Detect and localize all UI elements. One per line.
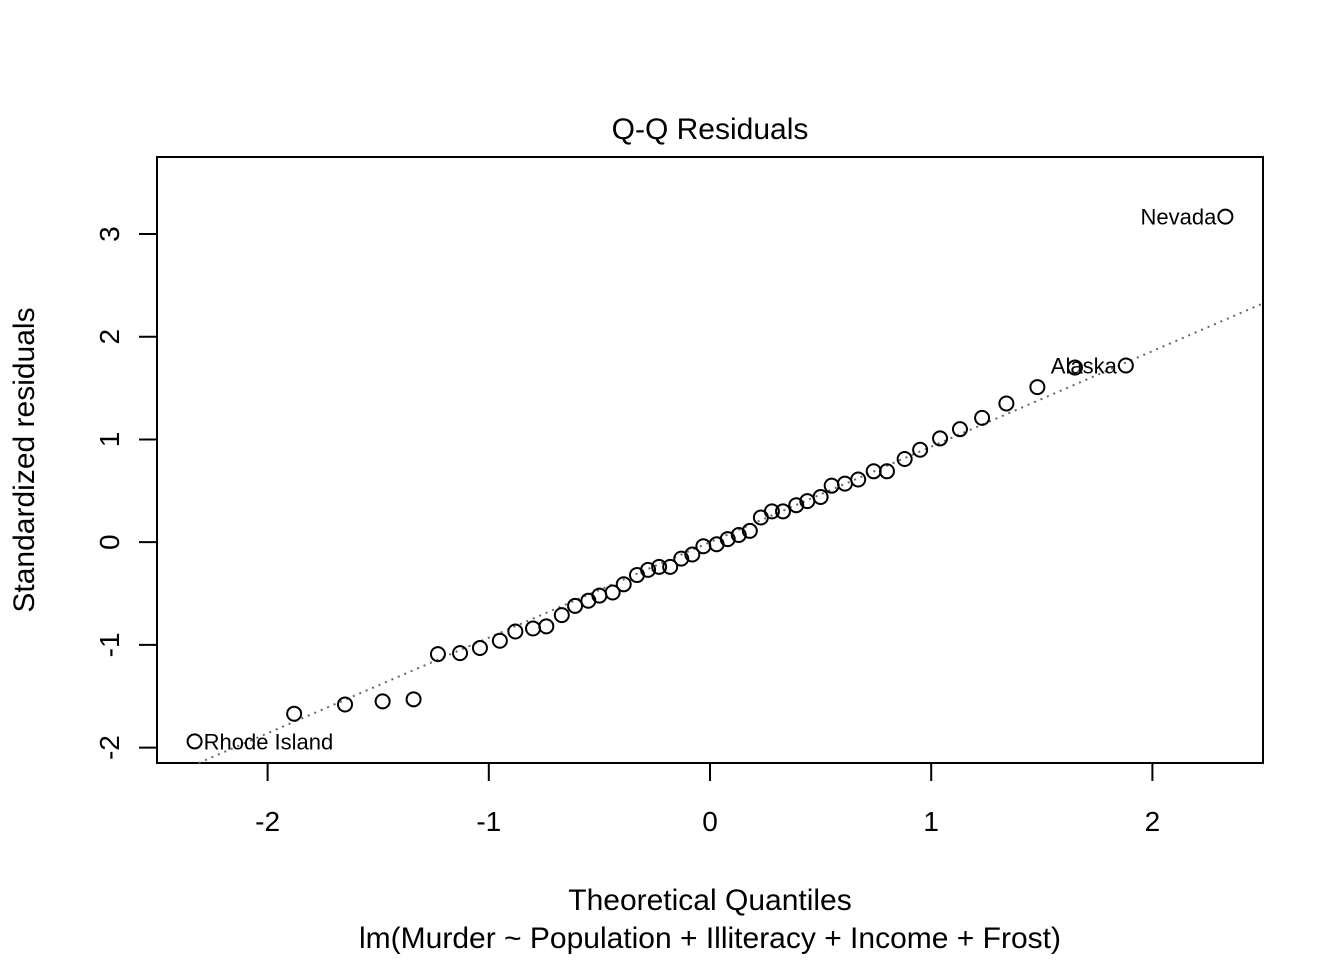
data-point: [774, 503, 791, 520]
data-point: [684, 546, 701, 563]
data-point: [878, 463, 895, 480]
data-point: [374, 693, 391, 710]
data-point: [1029, 379, 1046, 396]
y-tick-label: 3: [94, 226, 125, 242]
data-point: [695, 538, 712, 555]
data-point: [471, 639, 488, 656]
point-label: Rhode Island: [204, 729, 334, 754]
data-point: [553, 607, 570, 624]
y-tick-label: -1: [94, 632, 125, 657]
annotations-layer: Nevada Alaska Rhode Island: [204, 205, 1218, 755]
x-axis-sublabel: lm(Murder ~ Population + Illiteracy + In…: [359, 922, 1061, 955]
data-point: [491, 632, 508, 649]
data-point: [974, 409, 991, 426]
y-axis-label: Standardized residuals: [8, 307, 41, 612]
data-point: [640, 561, 657, 578]
data-point: [1066, 359, 1083, 376]
data-point: [788, 497, 805, 514]
point-label: Alaska: [1051, 354, 1118, 379]
y-axis: -2 -1 0 1 2 3: [94, 226, 158, 760]
data-point: [932, 430, 949, 447]
data-point: [429, 646, 446, 663]
data-point: [405, 691, 422, 708]
plot-frame: [156, 156, 1264, 764]
data-point: [998, 395, 1015, 412]
y-tick-label: 0: [94, 534, 125, 550]
data-point: [673, 550, 690, 567]
x-tick-label: 2: [1145, 806, 1161, 837]
point-label: Nevada: [1141, 205, 1218, 230]
data-point: [719, 531, 736, 548]
data-point: [525, 620, 542, 637]
data-point: [812, 488, 829, 505]
plot-area: Nevada Alaska Rhode Island: [156, 156, 1264, 764]
data-point: [615, 576, 632, 593]
reference-line: [198, 302, 1264, 764]
data-point: [538, 618, 555, 635]
data-point: [896, 450, 913, 467]
data-point: [286, 705, 303, 722]
points-layer: [186, 208, 1234, 750]
x-tick-label: 0: [702, 806, 718, 837]
data-point: [741, 522, 758, 539]
chart-title: Q-Q Residuals: [612, 113, 809, 146]
y-tick-label: -2: [94, 735, 125, 760]
data-point: [337, 696, 354, 713]
data-point: [507, 623, 524, 640]
data-point: [186, 733, 203, 750]
x-axis: -2 -1 0 1 2: [255, 762, 1161, 837]
data-point: [604, 584, 621, 601]
data-point: [1217, 208, 1234, 225]
data-point: [1117, 357, 1134, 374]
y-tick-label: 2: [94, 329, 125, 345]
data-point: [591, 587, 608, 604]
data-point: [662, 558, 679, 575]
data-point: [823, 477, 840, 494]
data-point: [730, 526, 747, 543]
data-point: [567, 597, 584, 614]
data-point: [452, 645, 469, 662]
x-axis-label: Theoretical Quantiles: [568, 884, 851, 917]
x-tick-label: -1: [476, 806, 501, 837]
data-point: [951, 421, 968, 438]
x-tick-label: 1: [923, 806, 939, 837]
data-point: [651, 558, 668, 575]
data-point: [836, 475, 853, 492]
data-point: [763, 503, 780, 520]
x-tick-label: -2: [255, 806, 280, 837]
y-tick-label: 1: [94, 432, 125, 448]
data-point: [912, 441, 929, 458]
data-point: [850, 471, 867, 488]
